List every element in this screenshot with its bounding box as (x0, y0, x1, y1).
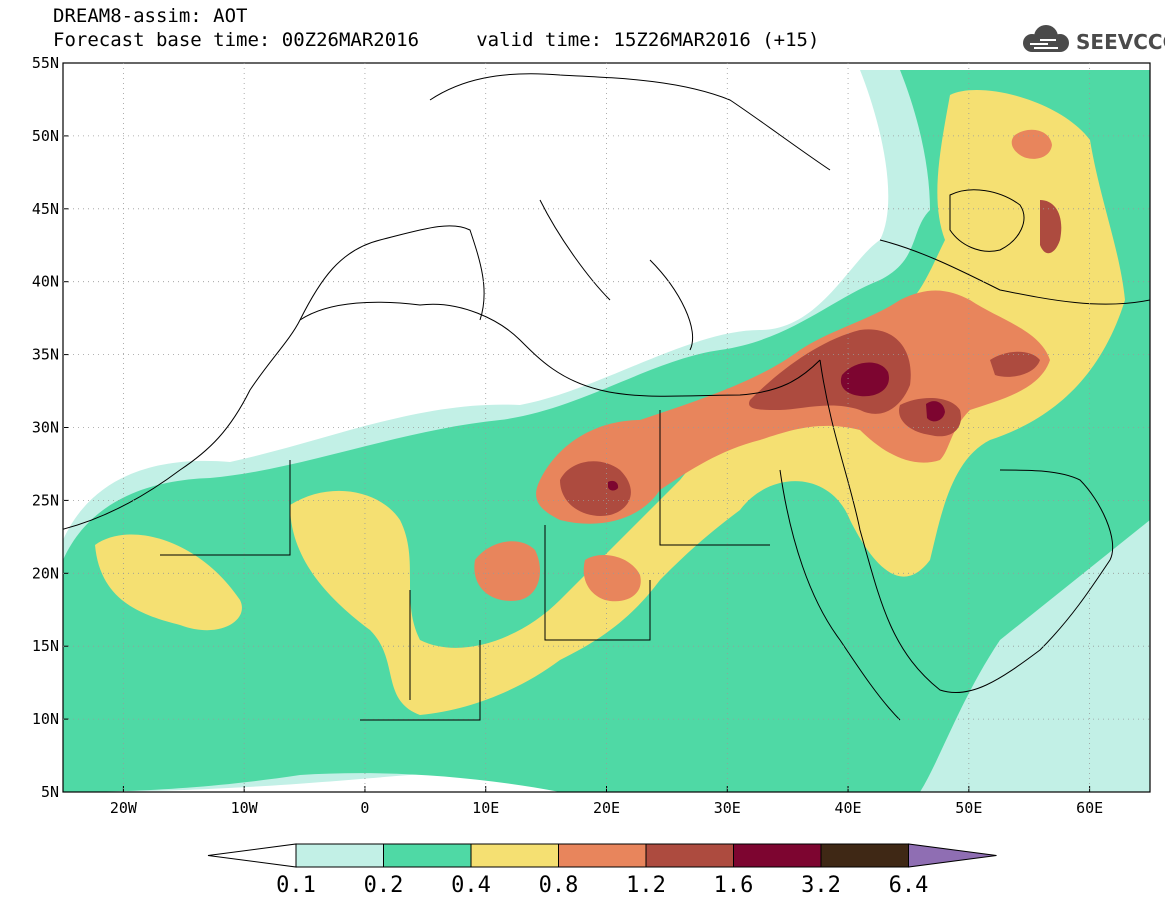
colorbar-label-0.8: 0.8 (539, 873, 579, 898)
lon-label-20W: 20W (110, 799, 138, 817)
lat-label-50N: 50N (32, 127, 59, 145)
colorbar-under-triangle (207, 843, 297, 868)
colorbar-box-2 (470, 843, 559, 868)
forecast-times: Forecast base time: 00Z26MAR2016 valid t… (53, 29, 820, 51)
lat-label-40N: 40N (32, 273, 59, 291)
lon-label-30E: 30E (714, 799, 741, 817)
seevccc-logo: SEEVCCC (1018, 24, 1165, 58)
colorbar-label-1.2: 1.2 (626, 873, 666, 898)
cloud-icon (1023, 25, 1069, 52)
longitude-labels: 20W 10W 0 10E 20E 30E 40E 50E 60E (110, 799, 1103, 817)
colorbar-over-triangle (908, 843, 997, 868)
lon-label-10E: 10E (472, 799, 499, 817)
lon-label-0: 0 (360, 799, 369, 817)
lat-label-30N: 30N (32, 419, 59, 437)
colorbar-box-6 (820, 843, 909, 868)
logo-text: SEEVCCC (1076, 30, 1165, 54)
aot-1.2-region (560, 200, 1062, 516)
lon-label-40E: 40E (835, 799, 862, 817)
lon-label-50E: 50E (955, 799, 982, 817)
lat-label-55N: 55N (32, 54, 59, 72)
gridlines (63, 63, 1150, 792)
lon-label-10W: 10W (231, 799, 259, 817)
colorbar-label-0.4: 0.4 (451, 873, 491, 898)
lat-label-45N: 45N (32, 200, 59, 218)
colorbar: 0.1 0.2 0.4 0.8 1.2 1.6 3.2 6.4 (207, 843, 997, 898)
lat-label-5N: 5N (41, 783, 59, 801)
colorbar-box-3 (558, 843, 647, 868)
colorbar-label-0.1: 0.1 (276, 873, 316, 898)
lon-label-20E: 20E (593, 799, 620, 817)
lon-label-60E: 60E (1076, 799, 1103, 817)
colorbar-box-5 (733, 843, 822, 868)
colorbar-label-6.4: 6.4 (889, 873, 929, 898)
colorbar-box-4 (645, 843, 734, 868)
coastlines (63, 73, 1150, 721)
lat-label-15N: 15N (32, 637, 59, 655)
lat-label-35N: 35N (32, 346, 59, 364)
colorbar-box-1 (383, 843, 472, 868)
colorbar-box-0 (295, 843, 384, 868)
lat-label-25N: 25N (32, 491, 59, 509)
colorbar-label-0.2: 0.2 (364, 873, 404, 898)
lat-label-20N: 20N (32, 564, 59, 582)
aot-1.6-region (608, 362, 945, 491)
lat-label-10N: 10N (32, 710, 59, 728)
map-title: DREAM8-assim: AOT (53, 5, 248, 27)
latitude-labels: 55N 50N 45N 40N 35N 30N 25N 20N 15N 10N 5N (32, 54, 59, 801)
colorbar-label-1.6: 1.6 (714, 873, 754, 898)
colorbar-label-3.2: 3.2 (801, 873, 841, 898)
aot-0.4-region (95, 90, 1125, 715)
